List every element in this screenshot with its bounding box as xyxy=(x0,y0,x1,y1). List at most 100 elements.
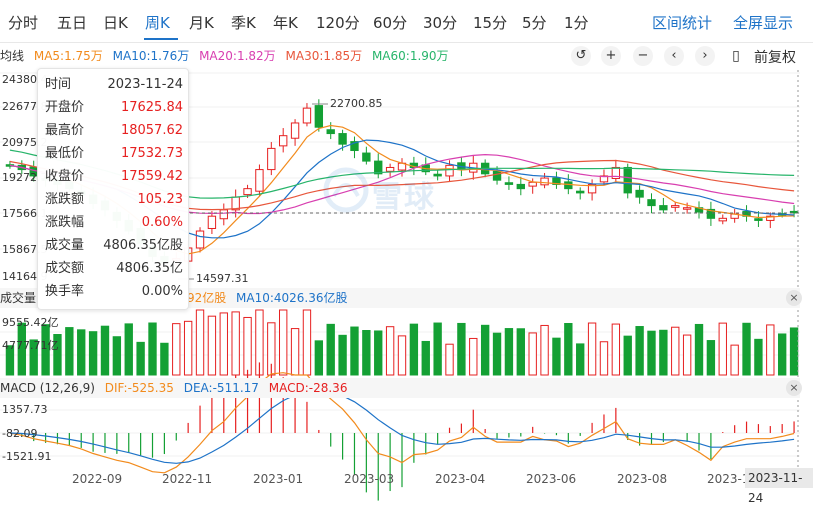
candle-body xyxy=(587,183,597,194)
fullscreen-link[interactable]: 全屏显示 xyxy=(733,14,794,32)
candle-body xyxy=(777,213,787,216)
candle-body xyxy=(766,215,775,221)
volume-bar xyxy=(730,344,739,376)
volume-bar xyxy=(243,316,252,376)
tab-day-k[interactable]: 日K xyxy=(103,14,128,32)
candle-body xyxy=(742,211,751,217)
candle-body xyxy=(647,199,656,207)
candle-body xyxy=(326,129,335,135)
volume-bar xyxy=(124,323,133,376)
volume-legend-label: 成交量 xyxy=(0,291,37,305)
volume-bar xyxy=(279,309,288,376)
crosshair-date-label: 2023-11-24 xyxy=(745,468,813,505)
volume-bar xyxy=(587,322,597,376)
candle-body xyxy=(718,217,727,222)
candle-body xyxy=(694,207,704,213)
date-tick: 2023-06 xyxy=(526,472,577,486)
candle-body xyxy=(207,215,217,229)
candle-body xyxy=(552,177,561,185)
price-tick: 14164.9 xyxy=(2,270,48,283)
tooltip-label: 涨跌幅 xyxy=(45,215,85,230)
price-tick: 24380.4 xyxy=(2,73,48,86)
tooltip-label: 最高价 xyxy=(45,123,85,138)
volume-bar xyxy=(742,322,751,376)
date-tick: 2023-04 xyxy=(435,472,486,486)
tooltip-row: 最低价 17532.73 xyxy=(45,143,183,165)
candle-body xyxy=(516,183,525,190)
close-macd-icon[interactable]: × xyxy=(786,380,802,396)
candle-body xyxy=(445,164,454,177)
ma30-value: MA30:1.85万 xyxy=(285,49,363,63)
candle-body xyxy=(267,147,276,171)
volume-bar xyxy=(576,343,585,376)
zoom-in-icon[interactable]: + xyxy=(601,46,621,66)
volume-bar xyxy=(148,322,157,376)
date-tick: 2023-08 xyxy=(617,472,668,486)
tooltip-row: 换手率 0.00% xyxy=(45,281,183,303)
candle-body xyxy=(611,166,621,179)
macd-legend: MACD (12,26,9) DIF:-525.35 DEA:-511.17 M… xyxy=(0,378,802,398)
date-tick: 2022-09 xyxy=(72,472,123,486)
tooltip-label: 最低价 xyxy=(45,146,85,161)
volume-bar xyxy=(255,309,264,376)
ma60-value: MA60:1.90万 xyxy=(371,49,449,63)
price-tick: 20975.2 xyxy=(2,136,48,149)
active-tab-indicator xyxy=(144,38,178,40)
chevron-left-icon[interactable]: ‹ xyxy=(664,46,684,66)
candle-body xyxy=(730,213,739,219)
volume-bar xyxy=(350,326,359,376)
tab-year-k[interactable]: 年K xyxy=(273,14,298,32)
candle-body xyxy=(540,177,549,186)
volume-tick: 4777.71亿 xyxy=(2,339,59,352)
zoom-out-icon[interactable]: − xyxy=(633,46,653,66)
tooltip-value: 0.60% xyxy=(141,215,183,230)
tab-30min[interactable]: 30分 xyxy=(423,14,458,32)
tab-5min[interactable]: 5分 xyxy=(522,14,547,32)
close-volume-icon[interactable]: × xyxy=(786,290,802,306)
tooltip-row: 收盘价 17559.42 xyxy=(45,166,183,188)
volume-legend: 成交量 92亿股 MA10:4026.36亿股 × xyxy=(0,288,802,308)
tooltip-value: 17559.42 xyxy=(120,169,183,184)
candle-body xyxy=(421,164,430,173)
chevron-right-icon[interactable]: › xyxy=(695,46,715,66)
volume-bar xyxy=(290,328,300,376)
tab-15min[interactable]: 15分 xyxy=(473,14,508,32)
tab-120min[interactable]: 120分 xyxy=(316,14,360,32)
tooltip-value: 17532.73 xyxy=(120,146,183,161)
volume-bar xyxy=(112,336,122,376)
ohlc-tooltip: 时间 2023-11-24 开盘价 17625.84 最高价 18057.62 最低价… xyxy=(37,68,189,310)
candle-body xyxy=(754,218,763,221)
tab-1min[interactable]: 1分 xyxy=(564,14,589,32)
tab-month-k[interactable]: 月K xyxy=(189,14,214,32)
tab-week-k[interactable]: 周K xyxy=(145,14,170,32)
price-tick: 19272.7 xyxy=(2,171,48,184)
tab-quarter-k[interactable]: 季K xyxy=(231,14,256,32)
candle-body xyxy=(195,230,205,249)
tab-fenshi[interactable]: 分时 xyxy=(8,14,39,32)
volume-bar xyxy=(504,328,514,376)
candle-style-icon[interactable]: ▯ xyxy=(732,48,740,64)
volume-bar xyxy=(385,326,395,376)
volume-bar xyxy=(671,326,680,376)
volume-bar xyxy=(65,327,74,376)
tooltip-value: 0.00% xyxy=(141,284,183,299)
volume-bar xyxy=(183,320,193,376)
candle-body xyxy=(659,205,668,211)
tooltip-value: 2023-11-24 xyxy=(107,77,183,92)
reset-icon[interactable]: ↺ xyxy=(571,46,591,66)
volume-bar xyxy=(694,323,704,376)
volume-bar xyxy=(207,315,217,376)
interval-stats-link[interactable]: 区间统计 xyxy=(652,14,713,32)
volume-bar xyxy=(445,343,454,376)
tooltip-value: 105.23 xyxy=(137,192,184,207)
volume-bar xyxy=(314,340,324,376)
tab-five-day[interactable]: 五日 xyxy=(57,14,88,32)
tab-60min[interactable]: 60分 xyxy=(373,14,408,32)
volume-bar xyxy=(754,338,763,376)
candle-body xyxy=(528,181,537,187)
volume-bar xyxy=(219,312,228,376)
adjust-mode-select[interactable]: 前复权 xyxy=(754,50,796,66)
volume-bar xyxy=(706,340,716,376)
volume-bar xyxy=(88,331,98,376)
volume-bar xyxy=(231,311,240,376)
